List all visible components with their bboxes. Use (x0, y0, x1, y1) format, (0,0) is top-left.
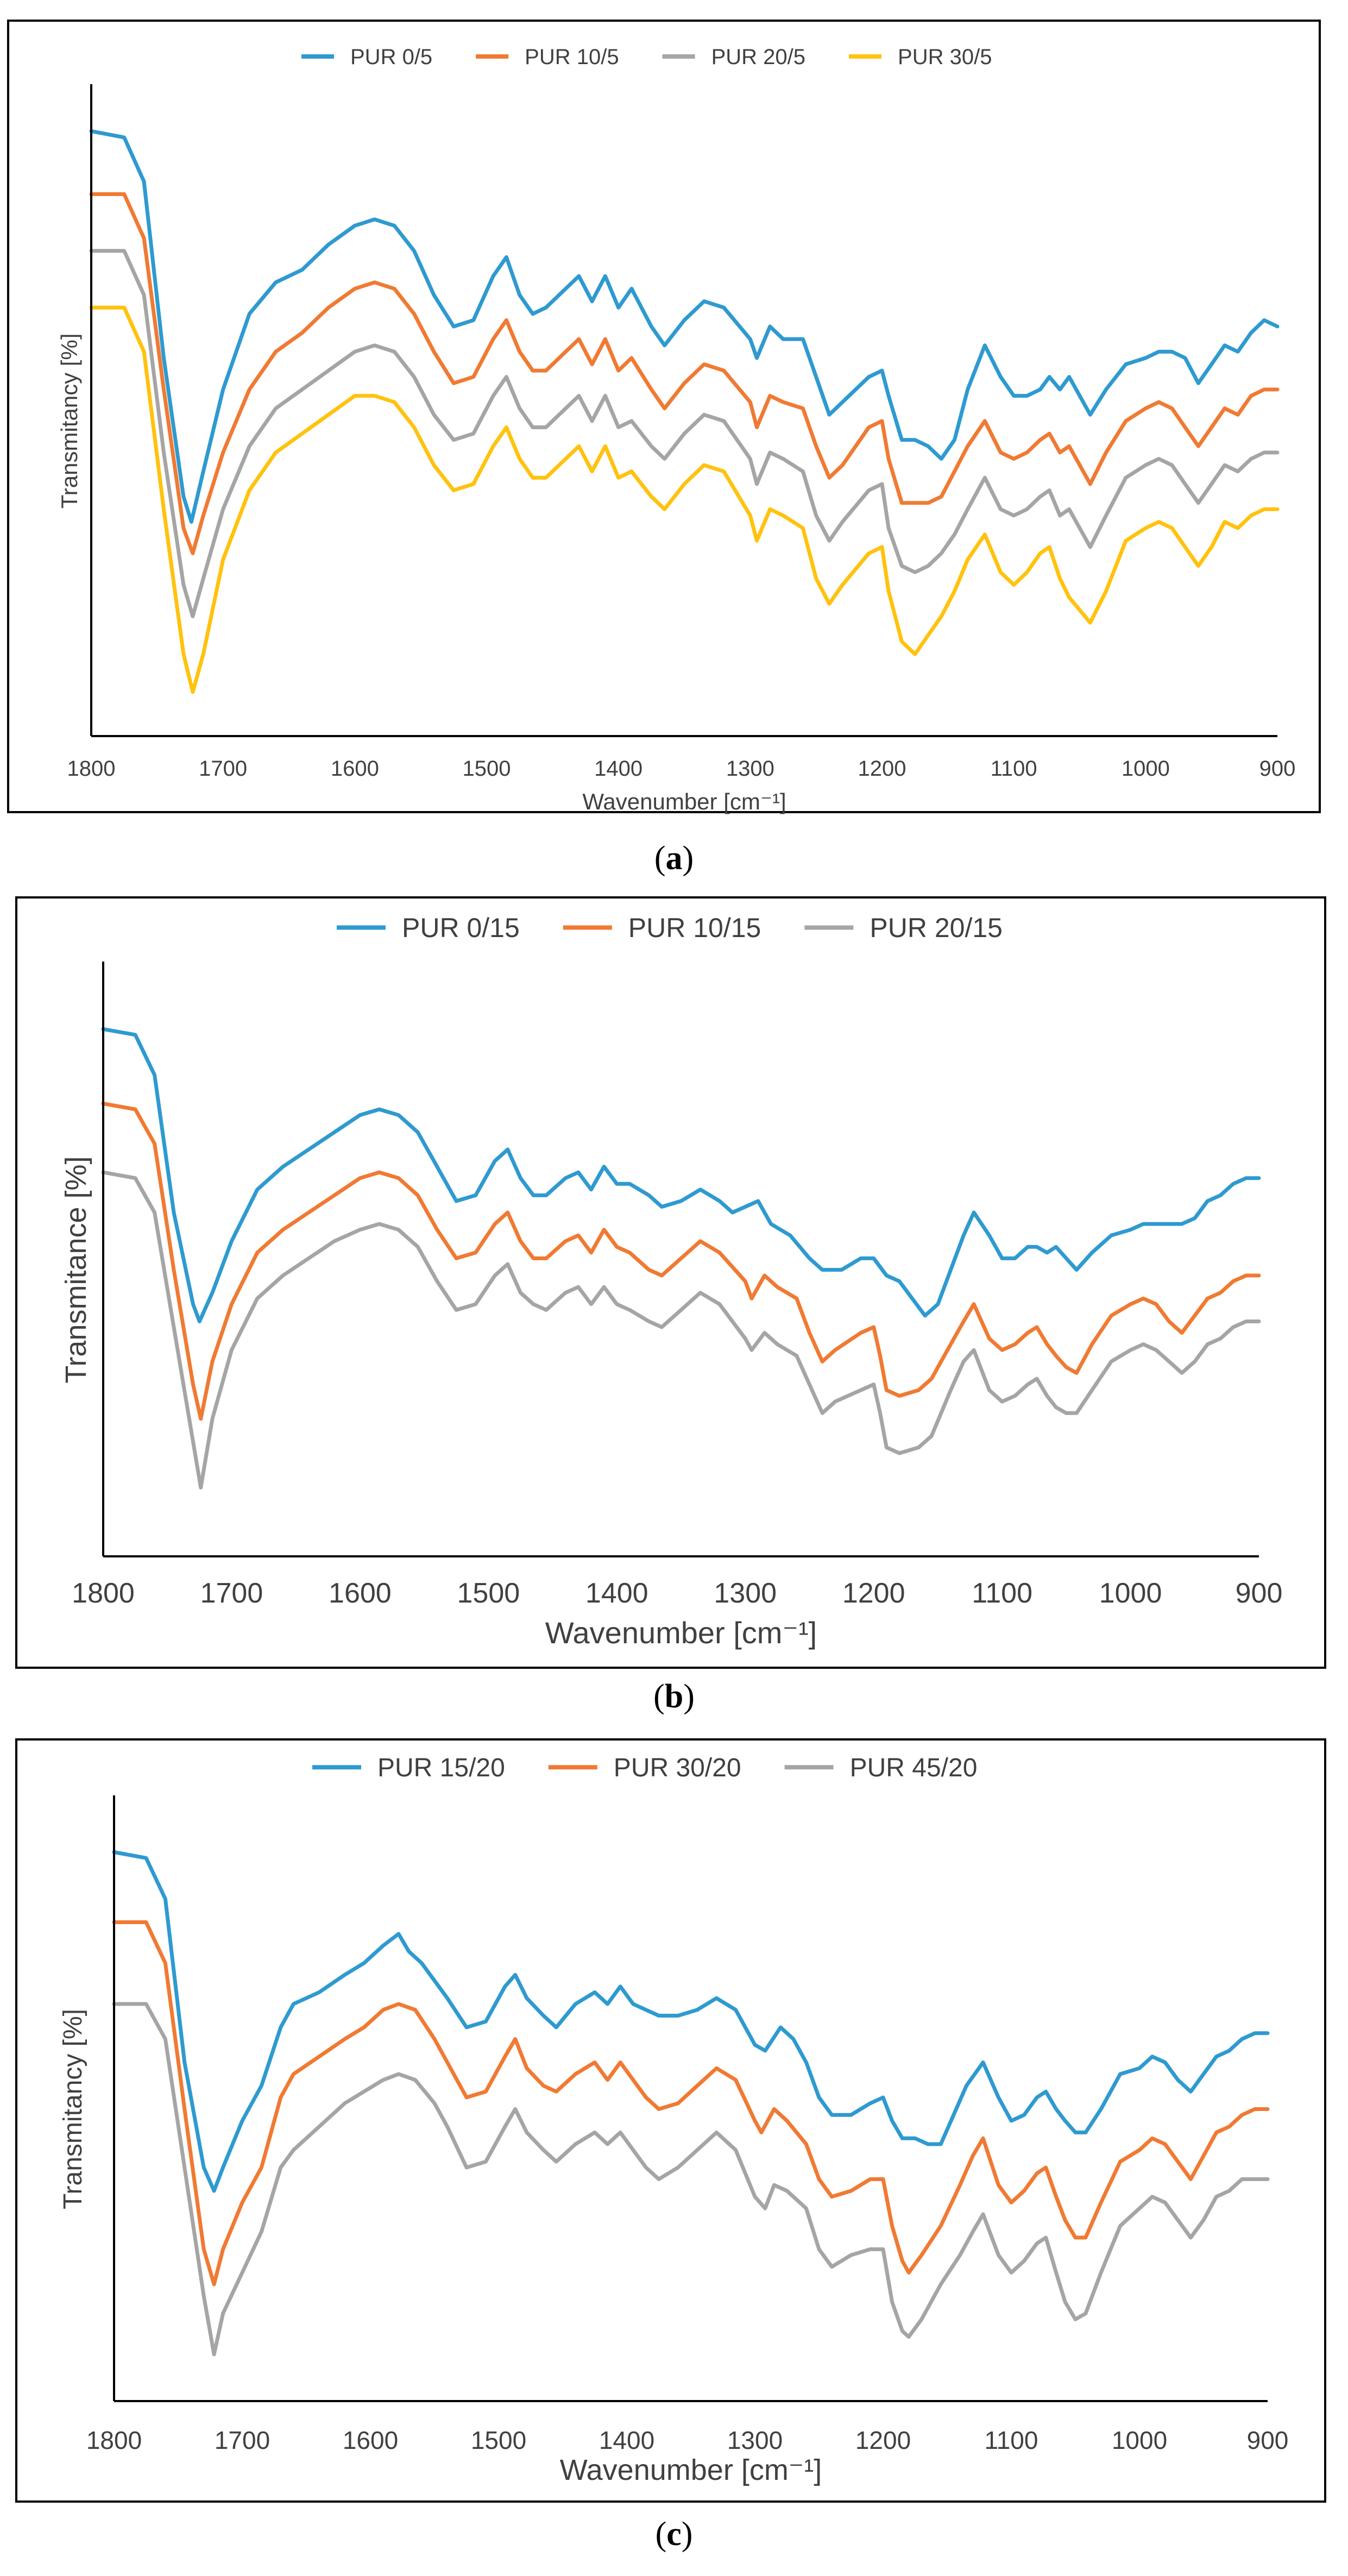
chart-c-x-tick-label: 1100 (985, 2426, 1038, 2454)
chart-a-legend-label-1: PUR 0/5 (350, 45, 432, 69)
chart-a-legend-label-2: PUR 10/5 (525, 45, 619, 69)
chart-c-x-tick-label: 1800 (86, 2426, 142, 2454)
caption-b-letter: b (664, 1678, 684, 1715)
chart-a-x-tick-label: 1100 (991, 757, 1037, 781)
chart-c-series-line-3 (112, 2002, 1270, 2357)
chart-a-series-line-3 (89, 249, 1280, 619)
chart-a-legend-label-4: PUR 30/5 (898, 45, 992, 69)
chart-b-legend-label-1: PUR 0/15 (402, 913, 520, 943)
chart-b-x-tick-label: 1600 (329, 1578, 392, 1609)
chart-c-y-axis-title: Transmitancy [%] (59, 2009, 87, 2209)
chart-b-y-axis-title: Transmitance [%] (60, 1156, 92, 1383)
chart-c-legend-label-3: PUR 45/20 (850, 1754, 978, 1782)
chart-c-x-tick-label: 1700 (215, 2426, 270, 2454)
caption-a-letter: a (665, 840, 683, 877)
caption-c: (c) (655, 2516, 693, 2553)
chart-b-x-tick-label: 1300 (714, 1578, 777, 1609)
chart-b-series-line-1 (101, 1027, 1261, 1323)
chart-c-x-tick-label: 1600 (343, 2426, 398, 2454)
chart-a-x-tick-label: 1200 (858, 757, 906, 781)
chart-b-frame (15, 896, 1326, 1669)
chart-c-legend-label-1: PUR 15/20 (377, 1754, 505, 1782)
chart-a-series-line-1 (89, 129, 1280, 524)
chart-a-y-axis-title: Transmitancy [%] (56, 334, 82, 509)
chart-b-x-tick-label: 1800 (72, 1578, 135, 1609)
chart-a-legend-label-3: PUR 20/5 (711, 45, 805, 69)
chart-b-x-tick-label: 900 (1236, 1578, 1283, 1609)
chart-b-x-tick-label: 1500 (457, 1578, 520, 1609)
chart-a-frame (7, 20, 1321, 813)
chart-c-x-tick-label: 1500 (471, 2426, 526, 2454)
chart-b-x-tick-label: 1000 (1099, 1578, 1162, 1609)
chart-b-x-tick-label: 1200 (842, 1578, 905, 1609)
chart-b-x-tick-label: 1700 (200, 1578, 263, 1609)
chart-a-x-tick-label: 1500 (463, 757, 511, 781)
chart-b-series-line-3 (101, 1170, 1261, 1490)
chart-c-x-tick-label: 1300 (727, 2426, 783, 2454)
chart-a-series-line-2 (89, 192, 1280, 556)
chart-c-legend-label-2: PUR 30/20 (614, 1754, 741, 1782)
chart-a-x-tick-label: 1600 (331, 757, 379, 781)
chart-a-x-tick-label: 1800 (67, 757, 116, 781)
chart-c-series-line-1 (112, 1850, 1270, 2193)
chart-c-x-axis-title: Wavenumber [cm⁻¹] (560, 2454, 822, 2486)
chart-b-svg: 1800 1700 1600 1500 1400 1300 1200 1100 1000 900 W… (15, 896, 1326, 1669)
chart-b-x-axis-title: Wavenumber [cm⁻¹] (545, 1616, 817, 1650)
chart-a-x-tick-label: 900 (1259, 757, 1296, 781)
chart-a-x-axis-title: Wavenumber [cm⁻¹] (582, 789, 786, 814)
chart-b-legend-label-2: PUR 10/15 (628, 913, 761, 943)
chart-b-legend-label-3: PUR 20/15 (870, 913, 1003, 943)
caption-a: (a) (654, 840, 694, 877)
chart-c-svg: 1800 1700 1600 1500 1400 1300 1200 1100 1000 900 W… (15, 1738, 1326, 2503)
chart-a-x-tick-label: 1300 (726, 757, 774, 781)
chart-c-series-line-2 (112, 1920, 1270, 2286)
chart-b-x-tick-label: 1100 (972, 1578, 1032, 1609)
chart-a-svg: 1800 1700 1600 1500 1400 1300 1200 1100 1000 900 W… (7, 20, 1321, 814)
chart-c-x-tick-label: 900 (1247, 2426, 1289, 2454)
chart-c-x-tick-label: 1400 (599, 2426, 654, 2454)
chart-c-x-tick-label: 1000 (1112, 2426, 1167, 2454)
caption-b: (b) (653, 1678, 695, 1715)
chart-c-x-tick-label: 1200 (855, 2426, 911, 2454)
chart-a-x-tick-label: 1000 (1122, 757, 1170, 781)
chart-panel-a: 1800 1700 1600 1500 1400 1300 1200 1100 1000 900 W… (0, 0, 1348, 891)
chart-a-x-tick-label: 1400 (594, 757, 642, 781)
chart-c-frame (15, 1738, 1326, 2503)
caption-c-letter: c (666, 2516, 682, 2553)
chart-panel-b: 1800 1700 1600 1500 1400 1300 1200 1100 1000 900 W… (0, 891, 1348, 1733)
chart-b-x-tick-label: 1400 (585, 1578, 648, 1609)
chart-a-x-tick-label: 1700 (199, 757, 247, 781)
chart-b-series-line-2 (101, 1102, 1261, 1421)
chart-a-series-line-4 (89, 305, 1280, 694)
chart-panel-c: 1800 1700 1600 1500 1400 1300 1200 1100 1000 900 W… (0, 1733, 1348, 2576)
